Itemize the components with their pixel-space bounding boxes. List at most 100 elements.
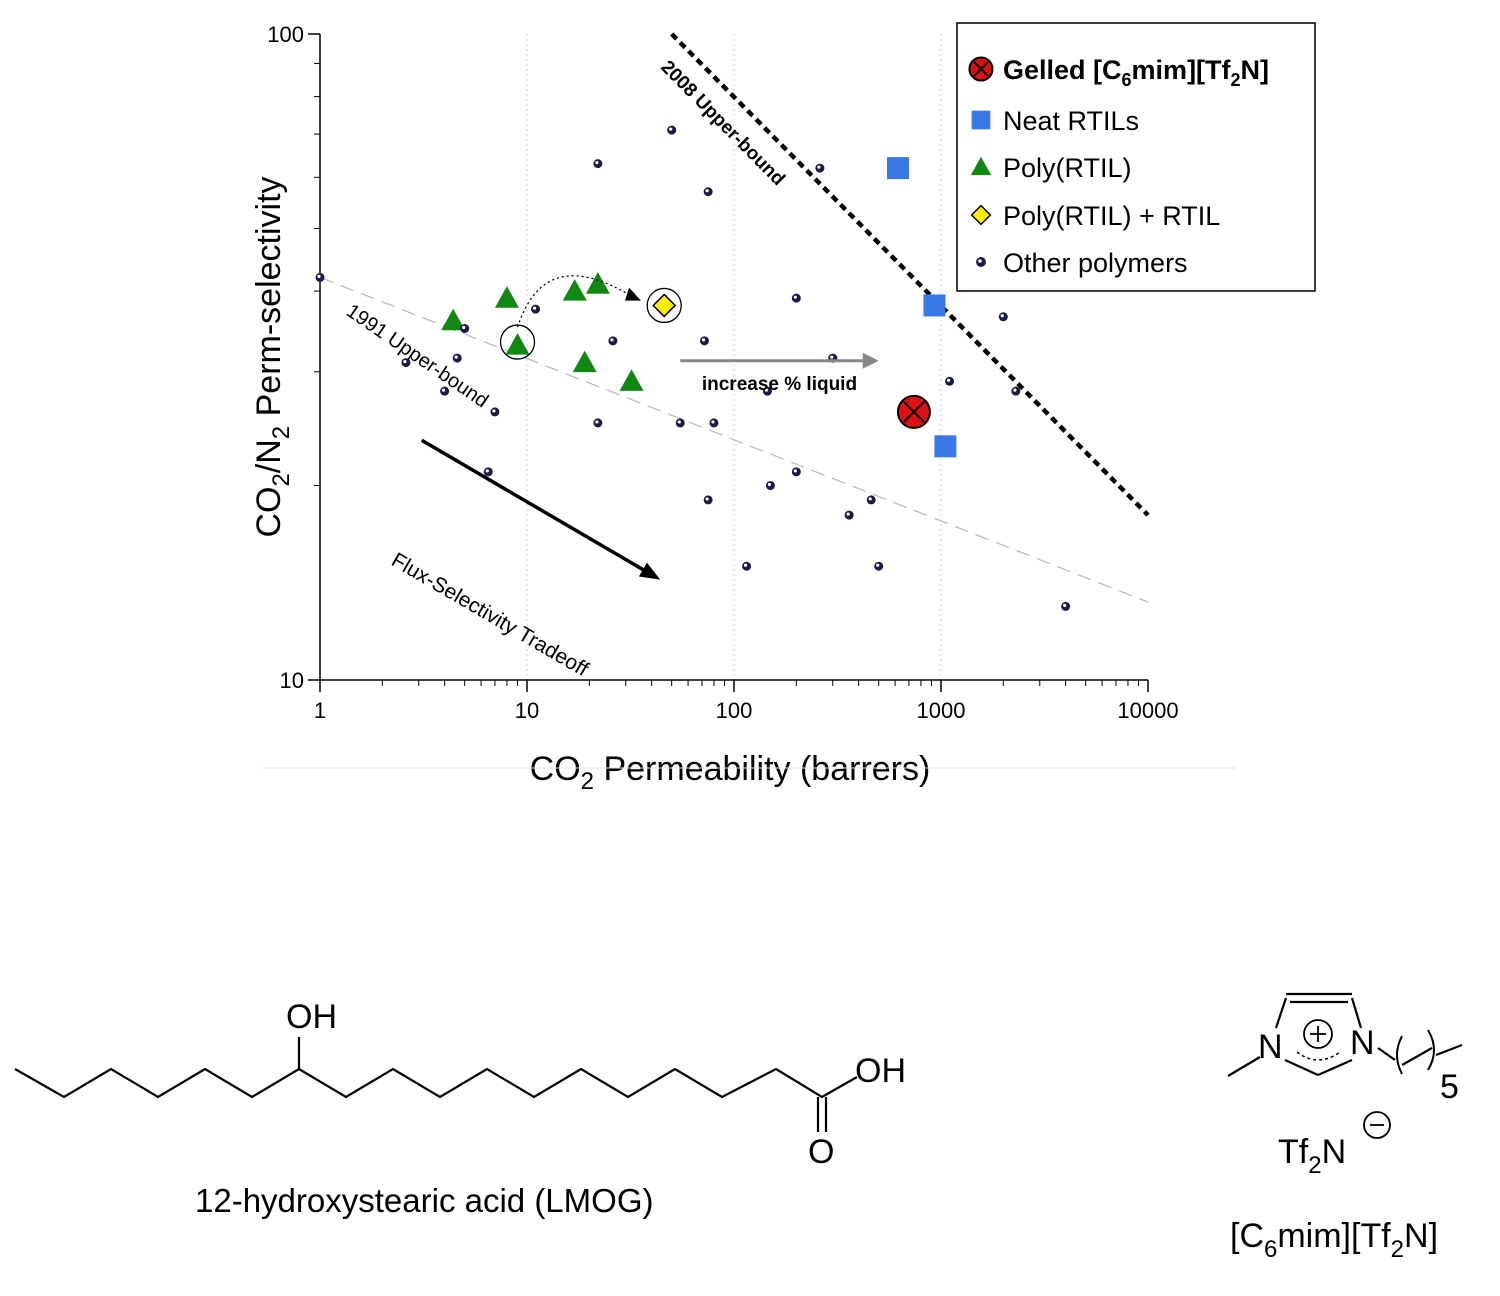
data-point-dot xyxy=(762,386,772,396)
carbonyl-oxygen-label: O xyxy=(808,1133,834,1171)
data-point-triangle xyxy=(619,369,644,391)
data-point-diamond-ring xyxy=(646,287,682,324)
data-point-dot-highlight xyxy=(595,161,599,165)
data-point-triangle xyxy=(562,279,587,301)
data-point-dot xyxy=(874,561,884,571)
terminal-methyl-bond xyxy=(1435,1043,1463,1057)
caption-part-2: mim][Tf xyxy=(1277,1217,1391,1255)
caption-part-4: N] xyxy=(1404,1217,1438,1255)
data-point-dot xyxy=(945,376,955,386)
data-point-triangle xyxy=(572,350,597,373)
legend-marker-circle-x xyxy=(968,56,994,82)
x-tick-label: 10 xyxy=(515,698,539,723)
data-point-dot xyxy=(765,481,775,491)
x-axis-title: CO2 Permeability (barrers) xyxy=(530,750,931,795)
hexyl-repeat-bond xyxy=(1401,1047,1433,1066)
data-point-dot-highlight xyxy=(1013,388,1017,392)
legend-label-part: N] xyxy=(1241,55,1270,85)
tradeoff-arrow-head xyxy=(638,562,661,580)
chain-repeat-subscript: 5 xyxy=(1440,1068,1459,1106)
acid-hydroxyl-label: OH xyxy=(855,1052,906,1090)
data-point-dot-highlight xyxy=(705,497,709,501)
data-point-square xyxy=(934,435,957,458)
data-point-circle-x xyxy=(896,394,931,429)
data-point-dot-highlight xyxy=(485,469,489,473)
upper-bound-1991-line xyxy=(319,276,1149,603)
data-point-triangle xyxy=(505,333,530,355)
data-points-layer xyxy=(315,125,1071,611)
cation-charge-icon xyxy=(1303,1019,1333,1049)
anion-label-sub: 2 xyxy=(1308,1152,1321,1179)
increase-liquid-arrow-head xyxy=(862,352,879,369)
data-point-dot xyxy=(593,418,603,428)
x-tick-label: 100 xyxy=(716,698,753,723)
anion-label-main: Tf xyxy=(1278,1133,1309,1171)
caption-part-1: 6 xyxy=(1264,1236,1277,1263)
legend-label-part: Gelled [C xyxy=(1003,55,1122,85)
hydroxystearic-acid-chain xyxy=(14,1067,858,1099)
data-point-dot-highlight xyxy=(767,482,772,487)
caption-part-3: 2 xyxy=(1391,1236,1404,1263)
data-point-dot-highlight xyxy=(677,420,681,424)
x-tick-label: 10000 xyxy=(1117,698,1178,723)
data-point-square xyxy=(923,294,946,317)
data-point-dot xyxy=(791,467,801,477)
anion-charge-icon xyxy=(1363,1111,1391,1139)
data-point-dot xyxy=(315,272,325,282)
data-point-dot xyxy=(452,353,462,363)
data-point-dot-highlight xyxy=(492,409,496,413)
ring-n3-label: N xyxy=(1350,1024,1375,1062)
curved-arrow-path xyxy=(516,275,630,328)
legend-marker-dot xyxy=(976,257,986,267)
data-point-dot-highlight xyxy=(462,325,466,330)
legend-marker-diamond xyxy=(970,204,992,226)
legend-marker-circle-x-cross-b xyxy=(973,61,989,77)
data-point-dot-highlight xyxy=(876,563,880,567)
data-point-dot xyxy=(742,561,752,571)
data-point-dot-highlight xyxy=(711,420,715,424)
data-point-dot xyxy=(483,467,493,477)
upper-bound-1991-label: 1991 Upper-bound xyxy=(342,300,492,412)
upper-bound-2008-line xyxy=(670,32,1150,517)
ring-delocalization-arc xyxy=(1296,1051,1341,1061)
data-point-triangle xyxy=(441,308,466,331)
y-axis-title-part: 2 xyxy=(268,473,295,486)
data-point-dot-highlight xyxy=(532,306,537,310)
data-point-dot xyxy=(815,163,825,173)
y-axis-title-part: 2 xyxy=(268,426,295,439)
data-point-dot xyxy=(460,324,470,334)
hexyl-bond xyxy=(1377,1047,1396,1061)
x-tick-label: 1 xyxy=(314,698,326,723)
legend-box xyxy=(956,22,1316,292)
data-point-dot-highlight xyxy=(403,359,407,364)
ionic-liquid-caption: [C6mim][Tf2N] xyxy=(1230,1217,1438,1263)
upper-bound-2008-label: 2008 Upper-bound xyxy=(656,57,788,190)
data-point-diamond xyxy=(646,287,682,324)
ring-bond-n1-c5 xyxy=(1274,997,1288,1029)
y-axis-title-part: CO xyxy=(250,487,288,538)
legend-marker-triangle xyxy=(970,156,992,176)
data-point-dot-highlight xyxy=(705,189,709,193)
ring-bond-c2-n3 xyxy=(1317,1058,1353,1077)
data-point-dot-highlight xyxy=(793,469,797,473)
curved-arrow-head xyxy=(625,287,642,301)
data-point-dot-highlight xyxy=(454,355,458,359)
data-point-diamond-shape xyxy=(652,293,677,318)
ring-bond-c4-n3 xyxy=(1350,997,1363,1029)
data-point-dot xyxy=(531,304,541,314)
data-point-dot xyxy=(490,407,500,417)
legend: Gelled [C6mim][Tf2N] Neat RTILs Poly(RTIL)… xyxy=(956,22,1316,292)
data-point-circle-x-cross-b xyxy=(903,401,925,423)
data-point-dot xyxy=(401,358,411,368)
legend-label: Poly(RTIL) + RTIL xyxy=(1003,201,1220,231)
legend-label: Other polymers xyxy=(1003,248,1188,278)
hexyl-repeat-bracket-right xyxy=(1427,1029,1435,1071)
y-tick-label: 10 xyxy=(280,668,304,693)
legend-marker-diamond-shape xyxy=(970,204,992,226)
legend-label-part: Poly(RTIL) xyxy=(1003,153,1132,183)
data-point-dot xyxy=(709,418,719,428)
data-point-dot-highlight xyxy=(743,563,748,567)
data-point-dot xyxy=(844,510,854,520)
